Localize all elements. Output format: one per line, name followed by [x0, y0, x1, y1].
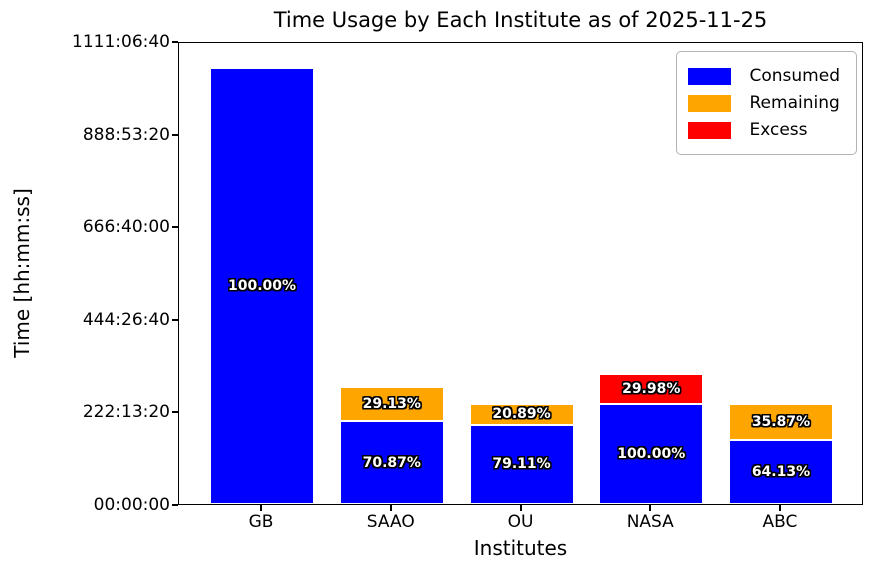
x-tick-mark	[778, 505, 781, 511]
x-tick-mark	[649, 505, 652, 511]
legend-label: Remaining	[749, 93, 840, 113]
legend-label: Excess	[749, 120, 808, 140]
legend: Consumed Remaining Excess	[675, 51, 857, 155]
x-tick-label-ou: OU	[507, 512, 534, 532]
bar-percent-label: 70.87%	[362, 454, 421, 471]
plot-area: 100.00% 70.87% 29.13% 79.11% 20.89% 100.00% 29…	[178, 42, 863, 505]
legend-swatch-remaining	[687, 94, 731, 112]
y-axis-label: Time [hh:mm:ss]	[10, 188, 34, 358]
y-tick-mark	[172, 226, 178, 229]
legend-swatch-excess	[687, 121, 731, 139]
x-tick-mark	[519, 505, 522, 511]
bar-abc-consumed: 64.13%	[728, 439, 833, 504]
y-tick-mark	[172, 318, 178, 321]
bar-ou-remaining: 20.89%	[469, 404, 574, 425]
bar-percent-label: 35.87%	[751, 413, 811, 430]
bar-percent-label: 100.00%	[617, 446, 686, 462]
bar-saao-remaining: 29.13%	[339, 387, 444, 422]
bar-nasa-excess: 29.98%	[599, 374, 704, 404]
y-tick-mark	[172, 133, 178, 136]
bar-percent-label: 64.13%	[751, 463, 811, 480]
bar-nasa-consumed: 100.00%	[599, 404, 704, 504]
x-tick-label-gb: GB	[248, 512, 274, 532]
legend-swatch-consumed	[687, 67, 731, 85]
y-tick-label: 1111:06:40	[72, 32, 170, 52]
chart-title: Time Usage by Each Institute as of 2025-…	[273, 8, 768, 32]
y-tick-mark	[172, 411, 178, 414]
y-tick-label: 666:40:00	[82, 217, 170, 238]
bar-ou-consumed: 79.11%	[469, 424, 574, 504]
y-tick-label: 00:00:00	[93, 495, 170, 515]
x-axis-label: Institutes	[473, 536, 568, 560]
y-tick-label: 888:53:20	[82, 124, 170, 145]
y-tick-mark	[172, 504, 178, 506]
bar-saao-consumed: 70.87%	[339, 421, 444, 504]
y-tick-mark	[172, 41, 178, 43]
bar-percent-label: 100.00%	[227, 277, 297, 294]
bar-percent-label: 29.13%	[362, 396, 421, 413]
x-tick-label-saao: SAAO	[366, 512, 415, 532]
bar-percent-label: 20.89%	[492, 406, 551, 423]
y-tick-label: 222:13:20	[82, 402, 170, 423]
x-tick-mark	[260, 505, 263, 511]
legend-row-remaining: Remaining	[687, 93, 841, 113]
x-tick-label-abc: ABC	[762, 512, 798, 532]
x-tick-label-nasa: NASA	[626, 512, 674, 532]
bar-abc-remaining: 35.87%	[728, 404, 833, 440]
legend-row-consumed: Consumed	[687, 66, 841, 86]
bar-percent-label: 29.98%	[622, 381, 681, 398]
bar-percent-label: 79.11%	[492, 456, 551, 473]
bar-gb-consumed: 100.00%	[210, 67, 315, 504]
legend-label: Consumed	[749, 66, 841, 86]
x-tick-mark	[389, 505, 392, 511]
y-tick-label: 444:26:40	[82, 309, 170, 330]
legend-row-excess: Excess	[687, 120, 841, 140]
